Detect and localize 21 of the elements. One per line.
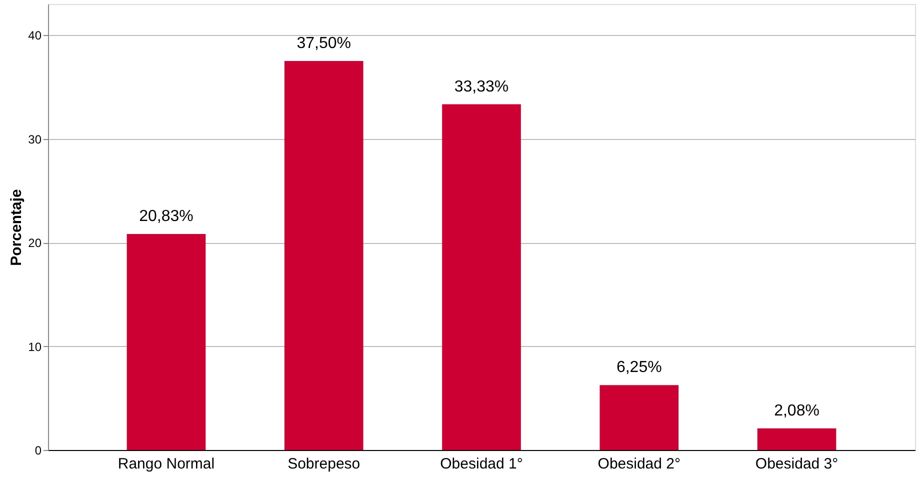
y-tick-label: 0 xyxy=(34,444,42,458)
y-axis-title: Porcentaje xyxy=(8,189,26,266)
bar xyxy=(757,428,836,450)
y-tick-label: 30 xyxy=(28,132,42,146)
bar xyxy=(284,61,364,450)
data-label: 6,25% xyxy=(616,359,662,376)
x-tick-label: Obesidad 1° xyxy=(440,456,523,472)
data-label: 37,50% xyxy=(296,35,351,52)
x-tick-label: Rango Normal xyxy=(118,456,215,472)
bar xyxy=(442,104,521,450)
data-label: 20,83% xyxy=(139,208,194,225)
x-tick-label: Obesidad 2° xyxy=(598,456,681,472)
x-tick-label: Obesidad 3° xyxy=(755,456,838,472)
bar xyxy=(600,385,679,450)
x-tick-label: Sobrepeso xyxy=(288,456,360,472)
data-label: 33,33% xyxy=(454,78,509,96)
y-tick-label: 10 xyxy=(28,340,42,354)
bar xyxy=(126,234,206,450)
y-tick-label: 40 xyxy=(28,28,42,43)
data-label: 2,08% xyxy=(774,402,820,420)
y-tick-label: 20 xyxy=(28,236,42,250)
